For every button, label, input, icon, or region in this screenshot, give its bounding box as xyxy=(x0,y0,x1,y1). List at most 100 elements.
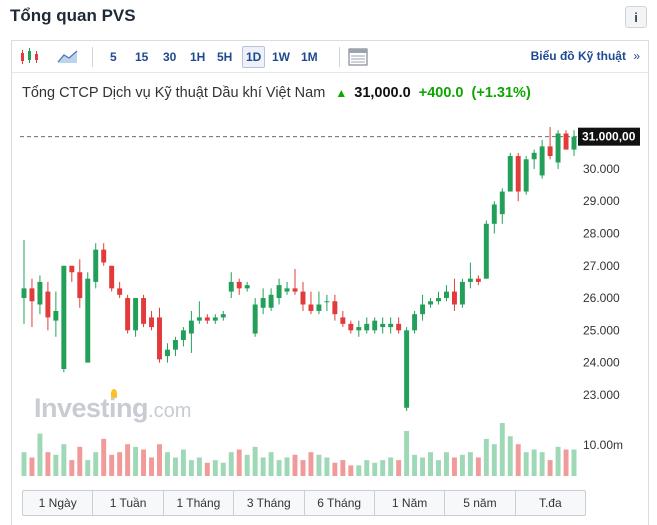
candle-body xyxy=(364,323,370,331)
volume-bar xyxy=(125,444,131,476)
candle-body xyxy=(236,281,242,289)
candle-body xyxy=(388,323,394,328)
candle-body xyxy=(204,317,210,321)
candle-body xyxy=(172,340,178,350)
volume-bar xyxy=(45,452,51,476)
candle-body xyxy=(491,204,497,224)
page-title: Tổng quan PVS xyxy=(10,6,136,25)
candle-body xyxy=(101,249,107,263)
timeframe-button-5h[interactable]: 5H xyxy=(217,50,233,64)
candlestick-chart-icon[interactable] xyxy=(18,46,42,68)
volume-bar xyxy=(340,460,346,476)
candle-body xyxy=(348,323,354,331)
volume-bar xyxy=(188,460,194,476)
volume-bar xyxy=(260,457,266,476)
volume-bar xyxy=(364,460,370,476)
timeframe-button-30[interactable]: 30 xyxy=(163,50,177,64)
range-button[interactable]: 5 năm xyxy=(445,491,516,515)
range-button[interactable]: 1 Tuần xyxy=(93,491,164,515)
timeframe-button-15[interactable]: 15 xyxy=(135,50,149,64)
candle-body xyxy=(467,278,473,282)
volume-bar xyxy=(61,444,67,476)
candle-body xyxy=(531,152,537,160)
chart-widget: 5 15 30 1H 5H 1D 1W 1M Biểu đồ Kỹ thuật » Tổng … xyxy=(11,40,649,525)
candle-body xyxy=(499,191,505,215)
candle-body xyxy=(61,265,67,370)
candle-body xyxy=(93,249,99,282)
volume-bar xyxy=(523,452,529,476)
volume-bar xyxy=(149,457,154,476)
volume-bar xyxy=(85,460,91,476)
price-chart[interactable]: 23.000 24.000 25.000 26.000 27.000 28.000 29.0… xyxy=(12,121,650,481)
range-button[interactable]: 1 Năm xyxy=(375,491,446,515)
timeframe-button-5[interactable]: 5 xyxy=(110,50,117,64)
range-button[interactable]: 6 Tháng xyxy=(305,491,375,515)
volume-bar xyxy=(483,438,489,476)
up-arrow-icon: ▲ xyxy=(335,86,348,100)
range-button[interactable]: 1 Tháng xyxy=(164,491,235,515)
price-change: +400.0 xyxy=(418,85,464,101)
technical-chart-link[interactable]: Biểu đồ Kỹ thuật » xyxy=(531,49,640,63)
logo-suffix: .com xyxy=(148,400,192,422)
volume-bar xyxy=(444,452,449,476)
candle-body xyxy=(276,285,282,299)
volume-bar xyxy=(101,438,107,476)
y-tick-label: 30.000 xyxy=(583,162,620,176)
candle-body xyxy=(483,223,489,279)
range-selector: 1 Ngày 1 Tuần 1 Tháng 3 Tháng 6 Tháng 1 Năm 5 … xyxy=(22,490,586,516)
volume-bar xyxy=(77,446,83,476)
timeframe-button-1m[interactable]: 1M xyxy=(301,50,318,64)
candle-body xyxy=(188,320,194,334)
candle-body xyxy=(459,281,465,305)
y-tick-label: 26.000 xyxy=(583,291,620,305)
volume-bar xyxy=(212,460,218,476)
volume-bar xyxy=(507,436,513,476)
table-view-icon[interactable] xyxy=(346,46,370,68)
volume-bar xyxy=(571,449,577,476)
range-button[interactable]: 3 Tháng xyxy=(234,491,305,515)
volume-bar xyxy=(356,465,362,476)
volume-bar xyxy=(268,452,274,476)
candle-body xyxy=(117,288,123,295)
area-chart-icon[interactable] xyxy=(56,46,80,68)
double-chevron-right-icon: » xyxy=(633,49,640,63)
candle-body xyxy=(555,133,561,163)
volume-bar xyxy=(372,462,378,476)
candle-body xyxy=(571,136,577,150)
timeframe-button-1d[interactable]: 1D xyxy=(242,46,266,68)
y-tick-label: 29.000 xyxy=(583,194,620,208)
candle-body xyxy=(85,278,91,363)
toolbar-divider xyxy=(339,47,340,67)
volume-bar xyxy=(499,423,505,476)
candle-body xyxy=(539,146,545,176)
volume-bar xyxy=(69,460,75,476)
volume-bar xyxy=(141,449,147,476)
candle-body xyxy=(332,301,338,315)
logo-brand: Investing xyxy=(34,393,149,423)
volume-bar xyxy=(412,454,418,476)
range-button[interactable]: 1 Ngày xyxy=(23,491,94,515)
candle-body xyxy=(180,330,186,340)
volume-bar xyxy=(196,457,202,476)
candle-body xyxy=(141,298,147,324)
candle-body xyxy=(212,317,218,321)
candle-body xyxy=(475,278,481,282)
y-tick-label: 24.000 xyxy=(583,356,620,370)
candle-body xyxy=(268,294,274,308)
candle-body xyxy=(563,133,569,150)
candle-body xyxy=(396,323,402,331)
range-button[interactable]: T.đa xyxy=(538,496,562,510)
volume-bar xyxy=(324,457,330,476)
volume-bar xyxy=(165,452,170,476)
volume-bar xyxy=(404,430,410,476)
candle-body xyxy=(29,288,35,302)
volume-bar xyxy=(348,465,354,476)
candle-body xyxy=(436,298,441,302)
candle-body xyxy=(523,159,529,192)
timeframe-button-1h[interactable]: 1H xyxy=(190,50,206,64)
candle-body xyxy=(316,304,322,311)
volume-bar xyxy=(109,454,115,476)
timeframe-button-1w[interactable]: 1W xyxy=(272,50,290,64)
info-icon[interactable]: i xyxy=(625,6,647,28)
volume-bar xyxy=(491,444,497,476)
